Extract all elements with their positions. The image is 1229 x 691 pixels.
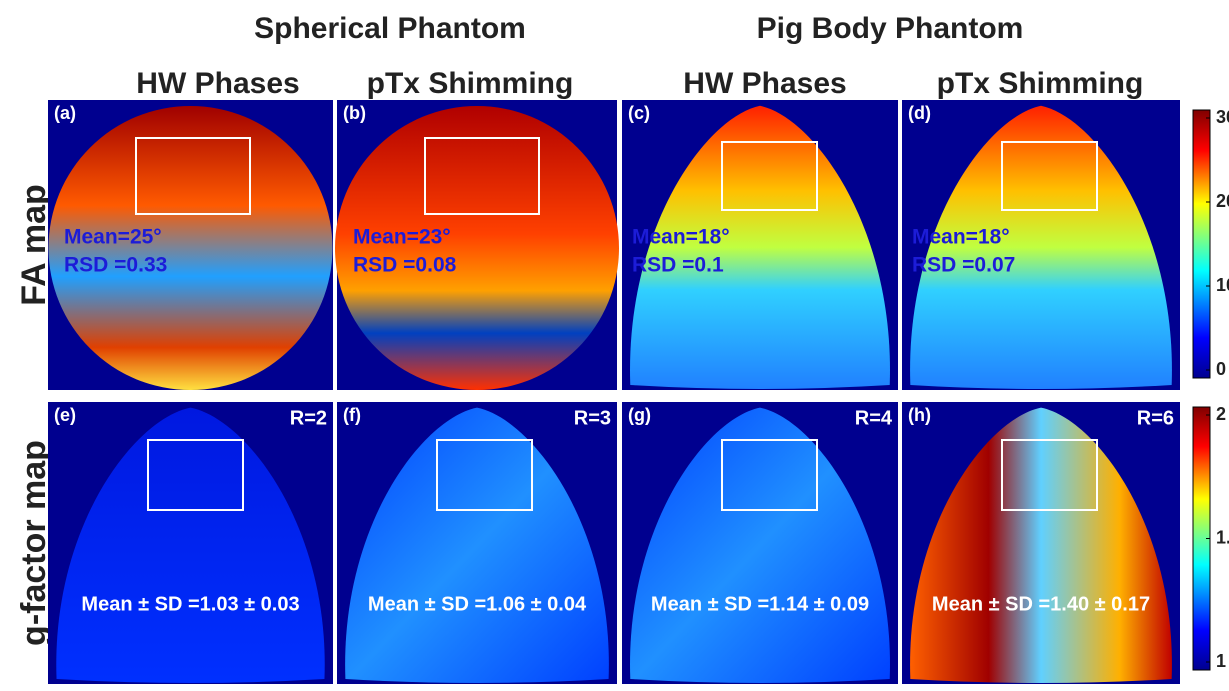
panel-label: (b): [343, 103, 366, 123]
stat-text: Mean=18°: [912, 226, 1010, 249]
panel-label: (c): [628, 103, 650, 123]
acceleration-label: R=2: [290, 407, 327, 429]
colorbar-tick-label: 20: [1216, 191, 1229, 211]
stat-text: RSD =0.07: [912, 254, 1015, 277]
group-title: Spherical Phantom: [254, 12, 526, 45]
colorbar: [1193, 110, 1210, 378]
column-title: HW Phases: [683, 67, 846, 100]
stat-text: Mean=23°: [353, 226, 451, 249]
stat-text: RSD =0.33: [64, 254, 167, 277]
panel-label: (d): [908, 103, 931, 123]
column-title: pTx Shimming: [367, 67, 574, 100]
group-title: Pig Body Phantom: [757, 12, 1024, 45]
stat-text: RSD =0.08: [353, 254, 457, 277]
acceleration-label: R=6: [1137, 407, 1174, 429]
colorbar-tick-label: 2: [1216, 404, 1226, 424]
acceleration-label: R=4: [855, 407, 893, 429]
colorbar-tick-label: 1.5: [1216, 527, 1229, 547]
row-label: FA map: [15, 184, 53, 306]
panel-label: (a): [54, 103, 76, 123]
stat-text: Mean ± SD =1.14 ± 0.09: [651, 593, 869, 615]
colorbar-tick-label: 1: [1216, 651, 1226, 671]
stat-text: Mean ± SD =1.40 ± 0.17: [932, 593, 1150, 615]
panel-label: (f): [343, 405, 361, 425]
row-label: g-factor map: [15, 440, 53, 646]
figure: Spherical Phantom Pig Body Phantom HW Phas…: [0, 0, 1229, 686]
column-title: HW Phases: [136, 67, 299, 100]
stat-text: Mean ± SD =1.03 ± 0.03: [81, 593, 299, 615]
colorbar-tick-label: 30: [1216, 107, 1229, 127]
panel-label: (h): [908, 405, 931, 425]
column-title: pTx Shimming: [937, 67, 1144, 100]
stat-text: Mean ± SD =1.06 ± 0.04: [368, 593, 587, 615]
stat-text: Mean=25°: [64, 226, 162, 249]
colorbar-tick-label: 0: [1216, 359, 1226, 379]
panel-label: (g): [628, 405, 651, 425]
stat-text: Mean=18°: [632, 226, 730, 249]
colorbar-tick-label: 10: [1216, 275, 1229, 295]
acceleration-label: R=3: [574, 407, 611, 429]
stat-text: RSD =0.1: [632, 254, 724, 277]
panel-label: (e): [54, 405, 76, 425]
